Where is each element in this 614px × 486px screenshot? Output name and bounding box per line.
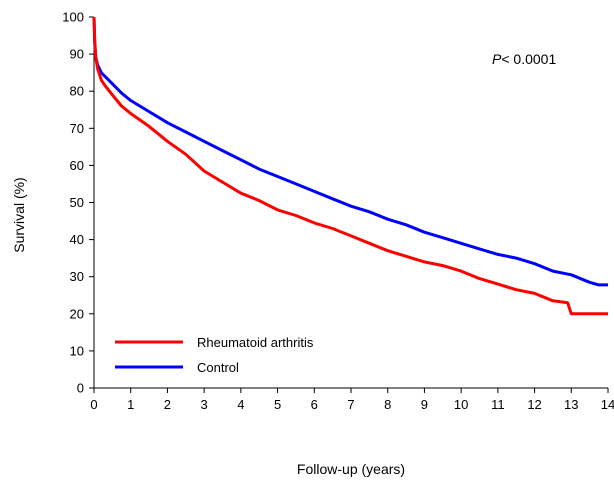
series-line-rheumatoid-arthritis [92,16,608,316]
x-tick-label: 7 [347,397,354,412]
y-tick-label: 30 [70,269,84,284]
p-value-text: < 0.0001 [501,51,556,67]
y-tick-label: 50 [70,195,84,210]
x-tick-label: 12 [527,397,541,412]
y-tick-label: 70 [70,121,84,136]
x-tick-label: 14 [601,397,614,412]
legend: Rheumatoid arthritis Control [115,335,314,375]
x-tick-label: 9 [421,397,428,412]
x-tick-label: 8 [384,397,391,412]
x-tick-label: 4 [237,397,244,412]
y-tick-label: 90 [70,47,84,62]
y-tick-label: 0 [77,381,84,396]
y-tick-label: 40 [70,232,84,247]
x-tick-label: 13 [564,397,578,412]
x-tick-label: 11 [491,397,505,412]
y-tick-label: 80 [70,84,84,99]
y-tick-label: 60 [70,158,84,173]
x-tick-label: 0 [90,397,97,412]
x-axis-label: Follow-up (years) [297,461,405,477]
x-axis-ticks: 0 1 2 3 4 5 6 7 8 9 10 11 12 13 14 [90,388,614,412]
axes [93,17,608,389]
x-tick-label: 6 [311,397,318,412]
y-tick-label: 20 [70,306,84,321]
y-tick-label: 10 [70,343,84,358]
series-layer [92,16,608,316]
legend-label-control: Control [197,360,239,375]
x-tick-label: 10 [454,397,468,412]
y-tick-label: 100 [62,10,84,25]
x-tick-label: 3 [201,397,208,412]
p-value-annotation: P< 0.0001 [492,51,556,67]
legend-label-rheumatoid-arthritis: Rheumatoid arthritis [197,335,314,350]
x-tick-label: 2 [164,397,171,412]
x-tick-label: 1 [127,397,134,412]
y-axis-ticks: 0 10 20 30 40 50 60 70 80 90 100 [62,10,94,396]
y-axis-label: Survival (%) [11,177,27,252]
series-line-control [92,16,608,287]
p-value-italic-prefix: P [492,51,502,67]
x-tick-label: 5 [274,397,281,412]
